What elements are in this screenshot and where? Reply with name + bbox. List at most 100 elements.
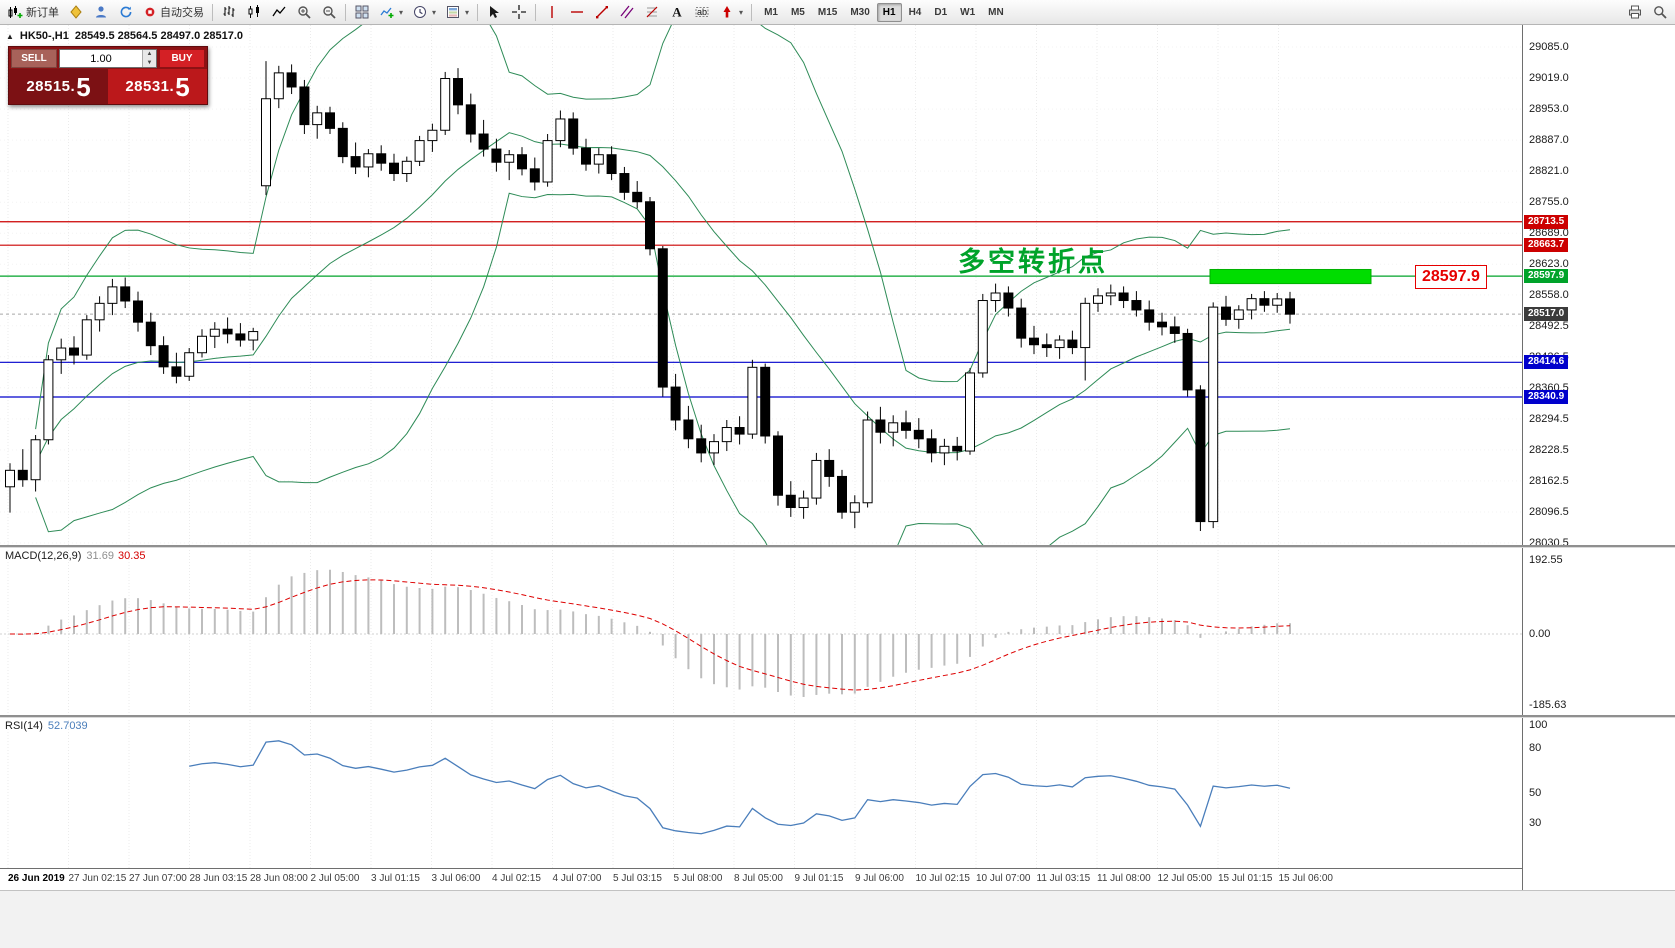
trade-panel-controls: SELL ▲▼ BUY (9, 47, 207, 69)
text-icon: A (672, 5, 682, 20)
cursor-button[interactable] (482, 2, 506, 23)
sell-price-button[interactable]: 28515. 5 (9, 69, 108, 104)
price-level-badge: 28597.9 (1524, 269, 1569, 284)
line-chart-button[interactable] (267, 2, 291, 23)
candle-body (760, 366, 771, 437)
candle-body (1169, 326, 1180, 334)
candle-body (1272, 298, 1283, 306)
panel-separator[interactable] (0, 545, 1675, 548)
buy-button[interactable]: BUY (159, 49, 205, 68)
text-button[interactable]: A (665, 2, 689, 23)
price-axis-label: 28558.0 (1529, 288, 1569, 301)
panel-toggle-icon[interactable]: ▲ (6, 31, 14, 41)
dropdown-caret-icon: ▾ (739, 7, 744, 17)
fibonacci-icon (646, 6, 658, 18)
new-order-button[interactable]: 新订单 (3, 2, 63, 23)
time-axis[interactable]: 26 Jun 2019 27 Jun 02:15 27 Jun 07:00 28 Ju… (0, 868, 1522, 890)
time-axis-label: 5 Jul 08:00 (673, 873, 723, 884)
candlestick-chart-button[interactable] (242, 2, 266, 23)
auto-trading-button[interactable]: 自动交易 (139, 2, 208, 23)
timeframe-d1-button[interactable]: D1 (934, 6, 948, 18)
bollinger-middle-band[interactable] (35, 132, 1291, 464)
tile-windows-button[interactable] (350, 2, 374, 23)
candle-body (657, 248, 668, 388)
candle-body (747, 366, 758, 435)
timeframe-mn-button[interactable]: MN (988, 6, 1004, 18)
candle-body (875, 419, 886, 433)
horizontal-line-button[interactable] (565, 2, 589, 23)
time-axis-label: 2 Jul 05:00 (310, 873, 360, 884)
price-axis-label: 29085.0 (1529, 41, 1569, 53)
periods-button[interactable]: ▾ (408, 2, 440, 23)
timeframe-m15-button[interactable]: M15 (817, 6, 838, 18)
volume-stepper[interactable]: ▲▼ (59, 49, 157, 68)
candle-body (1118, 292, 1129, 302)
new-order-label: 新订单 (26, 7, 59, 19)
candle-body (133, 300, 143, 323)
price-axis-label: 28755.0 (1529, 196, 1569, 209)
time-axis-label: 28 Jun 08:00 (250, 873, 308, 884)
candle-body (325, 112, 335, 129)
zoom-in-button[interactable] (292, 2, 316, 23)
trendline-button[interactable] (590, 2, 614, 23)
buy-price-button[interactable]: 28531. 5 (108, 69, 207, 104)
price-chart-canvas[interactable] (0, 25, 1522, 545)
rsi-axis-label: 80 (1529, 742, 1542, 754)
svg-text:ab: ab (697, 7, 707, 17)
volume-spinner[interactable]: ▲ ▼ (142, 50, 156, 67)
chart-annotation[interactable]: 多空转折点 (958, 247, 1108, 277)
refresh-button[interactable] (114, 2, 138, 23)
text-label-button[interactable]: ab (690, 2, 714, 23)
macd-indicator-canvas[interactable] (0, 547, 1522, 715)
zoom-in-icon (298, 6, 311, 19)
print-button[interactable] (1623, 2, 1647, 23)
timeframe-w1-button[interactable]: W1 (960, 6, 976, 18)
channel-button[interactable] (615, 2, 639, 23)
highlight-rectangle[interactable] (1209, 268, 1372, 285)
timeframe-h4-button[interactable]: H4 (908, 6, 922, 18)
profile-icon (96, 6, 106, 18)
bar-chart-button[interactable] (217, 2, 241, 23)
print-icon (1629, 5, 1641, 19)
vertical-line-button[interactable] (540, 2, 564, 23)
timeframe-m30-button[interactable]: M30 (850, 6, 870, 18)
price-callout[interactable]: 28597.9 (1415, 265, 1487, 289)
bollinger-upper-band[interactable] (35, 25, 1291, 430)
candle-body (312, 112, 323, 126)
crosshair-button[interactable] (507, 2, 531, 23)
search-button[interactable] (1648, 2, 1672, 23)
arrow-objects-button[interactable]: ▾ (715, 2, 747, 23)
candle-body (1259, 298, 1270, 306)
spin-up-icon[interactable]: ▲ (143, 50, 156, 59)
sell-button[interactable]: SELL (11, 49, 57, 68)
macd-axis-label: -185.63 (1529, 699, 1567, 712)
templates-button[interactable]: ▾ (441, 2, 473, 23)
rsi-axis-label: 50 (1529, 787, 1542, 799)
current-price-badge: 28517.0 (1524, 307, 1569, 322)
spin-down-icon[interactable]: ▼ (143, 58, 156, 67)
metaquotes-button[interactable] (64, 2, 88, 23)
candle-body (1208, 306, 1219, 523)
profile-button[interactable] (89, 2, 113, 23)
time-axis-label: 3 Jul 01:15 (371, 873, 420, 884)
price-axis-label: 28492.5 (1529, 319, 1569, 332)
candle-body (632, 191, 643, 203)
rsi-indicator-canvas[interactable] (0, 717, 1522, 868)
volume-input[interactable] (60, 50, 142, 67)
candle-body (1003, 292, 1014, 309)
indicators-button[interactable]: ▾ (375, 2, 407, 23)
timeframe-h1-button[interactable]: H1 (876, 2, 902, 22)
candle-body (504, 154, 515, 163)
timeframe-m1-button[interactable]: M1 (764, 6, 778, 18)
candle-body (1029, 337, 1039, 346)
price-axis[interactable]: 29085.0 29019.0 28953.0 28887.0 28821.0 28755… (1522, 25, 1675, 890)
fibonacci-button[interactable] (640, 2, 664, 23)
time-axis-label: 27 Jun 02:15 (68, 873, 127, 884)
candle-body (619, 173, 630, 193)
timeframe-m5-button[interactable]: M5 (790, 6, 805, 18)
panel-separator[interactable] (0, 715, 1675, 718)
rsi-axis-label: 30 (1529, 817, 1542, 829)
candle-body (491, 148, 502, 163)
zoom-out-button[interactable] (317, 2, 341, 23)
price-axis-label: 28294.5 (1529, 412, 1569, 425)
